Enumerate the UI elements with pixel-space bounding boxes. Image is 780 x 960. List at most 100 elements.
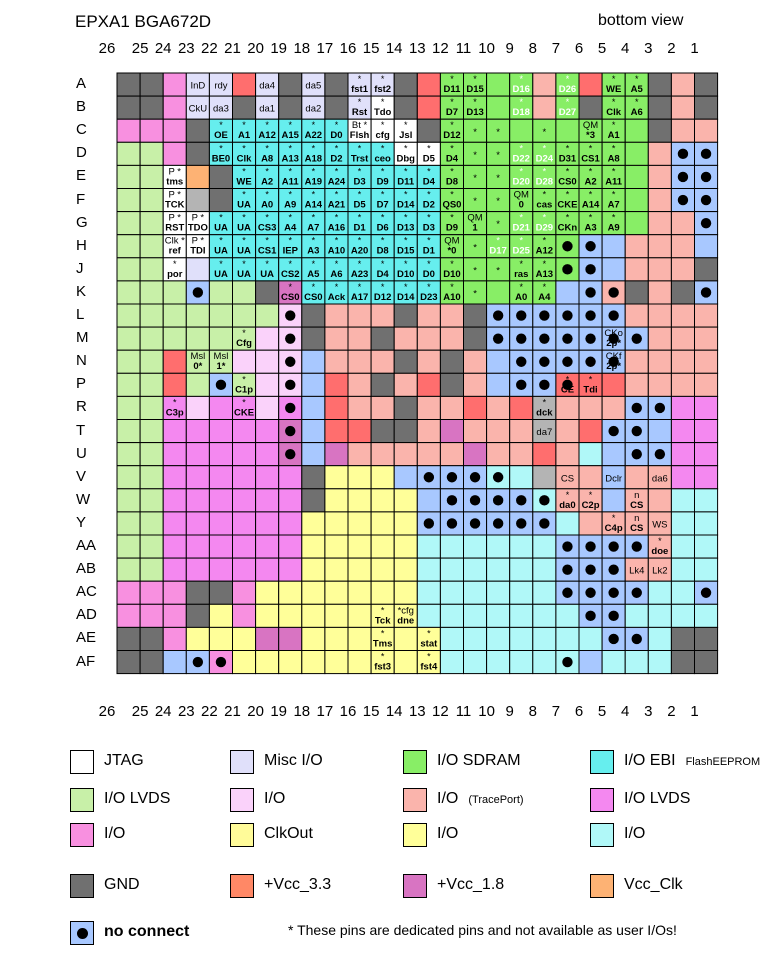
pin-cell (278, 557, 303, 582)
pin-cell (370, 488, 395, 513)
pin-ad5 (601, 603, 626, 628)
column-number: 21 (224, 703, 241, 720)
pin-cell (439, 650, 464, 675)
pin-cell (624, 164, 649, 189)
pin-f20: *A0 (255, 188, 280, 213)
pin-ab3: Lk2 (647, 557, 672, 582)
row-label: AA (76, 537, 97, 554)
pin-cell (139, 234, 164, 259)
pin-cell (439, 303, 464, 328)
pin-j17: *A6 (324, 257, 349, 282)
legend-sublabel: (TracePort) (468, 794, 524, 806)
pin-label: da6 (652, 473, 668, 484)
pin-cell (232, 534, 257, 559)
pin-l4 (624, 303, 649, 328)
pin-label: * (427, 652, 431, 662)
pin-label: UA (237, 246, 251, 257)
pin-cell (601, 257, 626, 282)
legend-sublabel: FlashEEPROM (685, 756, 761, 768)
pin-label: * (589, 374, 593, 384)
row-label: AF (76, 652, 96, 670)
pin-l5 (601, 303, 626, 328)
pin-p3 (647, 372, 672, 397)
pin-cell (116, 488, 141, 513)
column-number: 26 (98, 40, 116, 57)
pin-h7 (555, 234, 580, 259)
no-connect-dot (562, 379, 573, 391)
pin-f14: *D14 (393, 188, 418, 213)
no-connect-dot (562, 587, 573, 598)
row-label: AD (76, 606, 97, 624)
pin-y11 (463, 511, 488, 536)
pin-label: A12 (536, 246, 553, 257)
pin-label: * (543, 259, 547, 269)
column-number: 4 (621, 40, 630, 57)
pin-cell (185, 372, 210, 397)
pin-a5: *WE (601, 72, 626, 97)
pin-label: P * (168, 213, 181, 224)
pin-cell (416, 557, 441, 582)
pin-cell (463, 580, 488, 605)
pin-cell (185, 465, 210, 490)
pin-cell (347, 580, 372, 605)
pin-cell (278, 534, 303, 559)
row-label: V (76, 467, 87, 485)
pin-label: da1 (259, 104, 275, 115)
pin-label: CkU (189, 104, 208, 115)
pin-label: InD (190, 81, 205, 92)
pin-g24: P *RST (162, 211, 187, 236)
pin-label: * (335, 190, 339, 200)
pin-cell (393, 650, 418, 675)
pin-b8 (532, 95, 557, 120)
pin-f24: P *TCK (162, 188, 187, 213)
pin-j24: *por (162, 257, 187, 282)
pin-l7 (555, 303, 580, 328)
pin-label: D1 (423, 246, 436, 257)
pin-w18 (301, 488, 326, 513)
pin-m26 (116, 326, 141, 351)
pin-ae14 (393, 626, 418, 652)
legend-label: I/O (437, 790, 459, 807)
pin-ae1 (694, 626, 719, 652)
pin-k5 (601, 280, 626, 305)
pin-r24: *C3p (162, 395, 187, 420)
pin-ac2 (670, 580, 696, 605)
pin-cell (185, 626, 210, 652)
pin-cell (555, 626, 580, 652)
pin-label: 2p* (606, 361, 621, 372)
pin-cell (139, 626, 164, 652)
pin-cell (116, 511, 141, 536)
pin-cell (139, 511, 164, 536)
pin-m4 (624, 326, 649, 351)
pin-cell (139, 141, 164, 166)
pin-u23 (185, 442, 210, 467)
legend-swatch (70, 788, 94, 812)
no-connect-dot (608, 425, 619, 437)
pin-cell (578, 465, 603, 490)
pin-b24 (162, 95, 187, 120)
pin-n11 (463, 349, 488, 374)
pin-label: D14 (397, 200, 415, 211)
pin-cell (509, 580, 534, 605)
pin-ab24 (162, 557, 187, 582)
pin-label: * (335, 143, 339, 153)
pin-label: 1* (216, 361, 225, 372)
pin-label: * (404, 259, 408, 269)
pin-label: da7 (536, 427, 552, 438)
pin-v15 (370, 465, 395, 490)
pin-ae25 (139, 626, 164, 652)
pin-label: D5 (423, 153, 436, 164)
pin-ad12 (439, 603, 464, 628)
pin-cell (278, 465, 303, 490)
pin-cell (670, 372, 696, 397)
column-number: 12 (432, 703, 449, 720)
pin-k18: *CS0 (301, 280, 326, 305)
pin-cell (208, 488, 233, 513)
pin-cell (694, 557, 719, 582)
pin-r11 (463, 395, 488, 420)
pin-y2 (670, 511, 696, 536)
ball-grid: InD rdy da4 da5*fst1*fst2*D11*D15*D16*D26*W… (116, 72, 719, 675)
pin-c6: QM*3 (578, 118, 603, 143)
pin-cell (624, 303, 649, 328)
pin-ae16 (347, 626, 372, 652)
